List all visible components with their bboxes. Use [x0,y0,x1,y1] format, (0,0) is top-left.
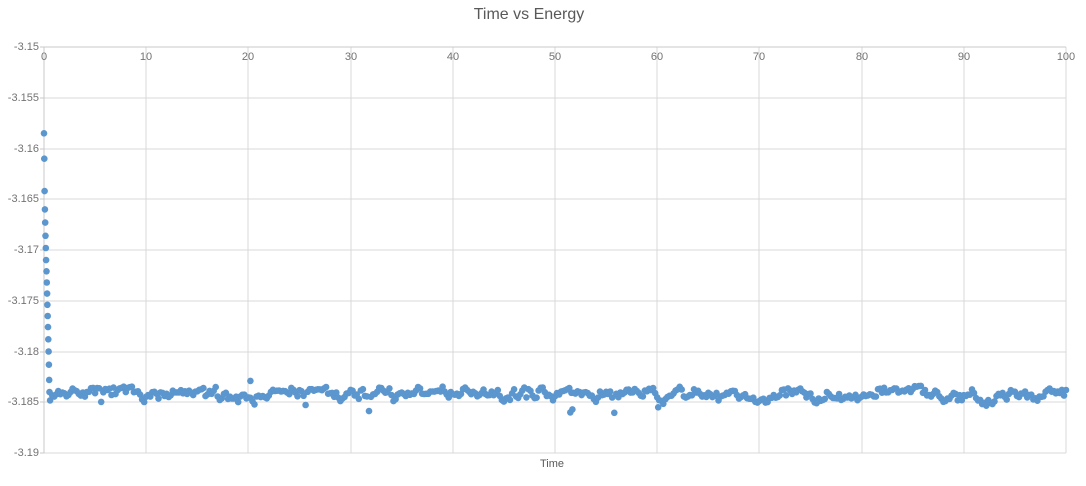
data-point [649,384,657,392]
data-point [42,244,50,252]
data-point [782,392,790,399]
data-point [359,385,367,393]
x-axis-title: Time [539,458,565,470]
data-point [533,394,540,402]
data-point [322,383,330,391]
data-point [776,392,784,399]
y-tick-label: -3.17 [13,244,39,256]
data-point [386,385,393,392]
y-tick-label: -3.15 [13,41,39,53]
x-tick-label: 10 [139,51,153,63]
data-point [212,383,219,391]
data-point [234,398,242,406]
x-tick-label: 0 [40,51,48,63]
x-tick-label: 100 [1056,51,1076,63]
x-tick-label: 70 [752,51,766,63]
data-point [42,232,49,240]
data-point [45,336,52,343]
data-point [91,389,99,397]
data-point [388,391,395,399]
data-point [1003,396,1010,403]
x-tick-label: 20 [241,51,255,63]
y-tick-label: -3.19 [13,447,39,459]
x-tick-label: 60 [650,51,664,63]
data-point [821,395,829,403]
data-point [872,393,880,400]
data-point [807,390,814,397]
data-point [510,386,518,393]
data-point [921,386,929,394]
data-point [1062,386,1070,394]
data-point [222,389,230,397]
data-point [42,256,50,264]
data-point [917,382,925,390]
data-point [140,398,148,406]
y-tick-label: -3.165 [7,193,39,205]
x-tick-label: 50 [548,51,562,63]
data-point [41,219,49,226]
data-point [41,206,49,213]
data-point [355,395,363,403]
data-point [970,389,978,397]
data-point [128,383,136,391]
data-point [611,409,618,417]
x-tick-label: 40 [446,51,460,63]
data-point [40,130,48,137]
data-point [494,386,502,394]
data-point [416,385,424,392]
data-point [333,389,340,396]
data-point [43,268,50,275]
data-point [43,279,51,286]
data-point [991,398,998,405]
data-point [1060,392,1068,399]
data-point [639,393,647,400]
data-point [654,404,662,411]
data-point [247,377,254,385]
data-point [300,392,307,400]
data-point [46,388,53,396]
data-point [95,385,103,392]
x-tick-label: 30 [344,51,358,63]
y-tick-label: -3.185 [7,396,39,408]
data-point [569,406,576,413]
data-point [200,384,207,392]
x-tick-label: 80 [855,51,869,63]
data-point [45,376,53,384]
data-point [97,398,105,406]
data-point [606,388,614,395]
data-point [678,386,685,393]
y-tick-label: -3.155 [7,92,39,104]
data-point [45,361,53,369]
y-tick-label: -3.18 [13,346,39,358]
data-point [835,390,843,398]
data-point [365,407,373,415]
data-point [286,390,293,398]
data-point [155,395,162,402]
data-point [44,312,51,320]
data-point [41,187,48,195]
data-point [294,393,301,400]
y-tick-label: -3.16 [13,143,39,155]
data-point [43,290,51,297]
data-point [958,396,966,404]
data-point [45,348,52,355]
data-point [251,401,258,408]
chart-title: Time vs Energy [473,6,585,23]
y-tick-label: -3.175 [7,295,39,307]
data-point [44,301,51,309]
x-tick-label: 90 [957,51,971,63]
data-point [44,323,52,331]
data-point [302,401,309,409]
data-point [41,155,48,162]
data-point [523,394,530,401]
data-point [506,396,514,404]
